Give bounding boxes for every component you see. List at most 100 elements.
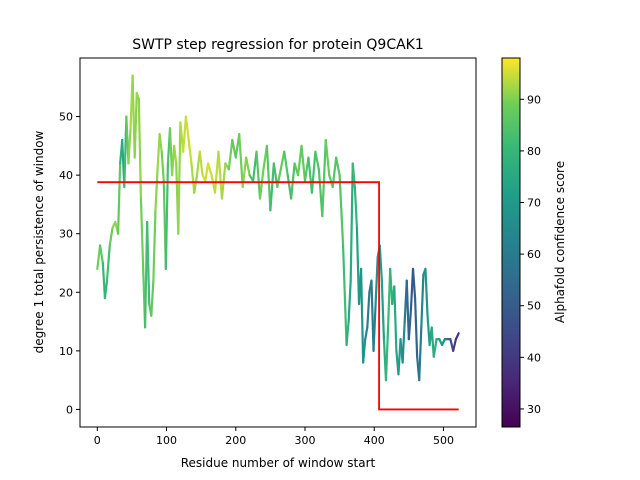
persistence-segment [374,256,379,306]
persistence-segment [324,138,331,177]
colorbar-tick-label: 80 [527,145,541,158]
persistence-segment [160,150,165,183]
y-tick-label: 10 [59,345,73,358]
y-tick-label: 0 [66,403,73,416]
persistence-segment [338,174,345,247]
persistence-segment [353,185,359,229]
step-regression-line [97,181,459,411]
persistence-segment [432,338,438,358]
persistence-segment [335,156,341,177]
persistence-segment [187,138,193,165]
persistence-segment [190,162,196,194]
colorbar-tick-label: 50 [527,300,541,313]
x-tick-label: 300 [295,434,316,447]
persistence-segment [345,320,350,347]
persistence-segment [276,168,282,188]
colorbar-tick-label: 70 [527,197,541,210]
persistence-segment [133,92,138,159]
x-tick-label: 200 [225,434,246,447]
persistence-segment [401,320,406,364]
persistence-segment [359,267,365,364]
colorbar-tick-label: 30 [527,403,541,416]
persistence-segment [321,138,327,218]
persistence-segment [103,279,109,300]
persistence-segment [98,244,104,265]
persistence-segment [108,226,114,247]
colorbar-tick-label: 40 [527,351,541,364]
colorbar-tick-label: 90 [527,93,541,106]
persistence-segment [290,162,296,200]
persistence-segment [314,150,320,171]
colorbar-ticks: 30 40 50 60 70 80 90 [520,93,541,416]
persistence-segment [164,162,170,270]
persistence-segment [407,308,413,341]
persistence-segment [349,162,354,282]
persistence-segment [347,279,352,323]
persistence-segment [310,150,317,194]
y-tick-label: 20 [59,286,73,299]
persistence-segment [137,97,143,200]
persistence-segment [245,156,251,177]
colorbar-tick-label: 60 [527,248,541,261]
persistence-segment [184,115,190,142]
y-tick-label: 30 [59,228,73,241]
persistence-segment [341,244,348,347]
persistence-segment [217,150,224,200]
persistence-segment [418,326,423,382]
colorbar-gradient [501,57,521,428]
persistence-segment [177,121,182,235]
x-tick-label: 0 [94,434,101,447]
persistence-segment [198,150,204,177]
colorbar-label: Alphafold confidence score [553,161,567,323]
plot-area [79,57,477,428]
persistence-segment [380,279,386,341]
persistence-segment [364,326,369,341]
persistence-segment [206,162,213,177]
persistence-segment [193,174,199,194]
persistence-segment [300,144,307,183]
persistence-segment [173,144,178,165]
persistence-segment [265,144,272,212]
persistence-segment [362,338,367,364]
persistence-segment [204,162,210,183]
persistence-segment [220,162,227,200]
persistence-segment [258,168,265,200]
persistence-segment [413,297,419,358]
persistence-segment [227,138,234,171]
colorbar: 30 40 50 60 70 80 90 Alphafold confidence scor… [501,57,567,428]
y-axis: 0 10 20 30 40 50 [59,111,80,416]
y-axis-label: degree 1 total persistence of window [32,130,46,353]
persistence-segment [269,162,275,212]
persistence-segment [150,279,155,317]
persistence-segment [105,244,111,282]
persistence-segment [238,133,244,188]
persistence-segment [152,209,157,282]
persistence-segment [255,150,262,200]
persistence-segment [146,220,151,306]
x-axis-label: Residue number of window start [181,456,376,470]
x-tick-label: 100 [156,434,177,447]
y-tick-label: 50 [59,111,73,124]
persistence-segment [127,127,132,165]
persistence-segment [393,285,398,352]
persistence-segment [372,302,377,352]
persistence-segment [420,273,425,329]
persistence-segment [182,115,188,153]
persistence-segment [430,326,435,358]
persistence-segment [158,133,163,153]
persistence-segment [154,168,159,212]
persistence-segment [454,332,460,341]
x-tick-label: 500 [433,434,454,447]
x-axis: 0 100 200 300 400 500 [94,427,454,447]
persistence-segment [139,197,145,265]
persistence-segment [424,267,429,317]
persistence-segment [452,338,458,352]
persistence-segment [411,267,417,300]
persistence-segment [366,291,371,329]
persistence-segment [283,150,289,177]
persistence-segment [272,162,279,188]
persistence-segment [116,162,122,235]
persistence-segment [378,244,383,282]
axes-frame [79,57,477,428]
